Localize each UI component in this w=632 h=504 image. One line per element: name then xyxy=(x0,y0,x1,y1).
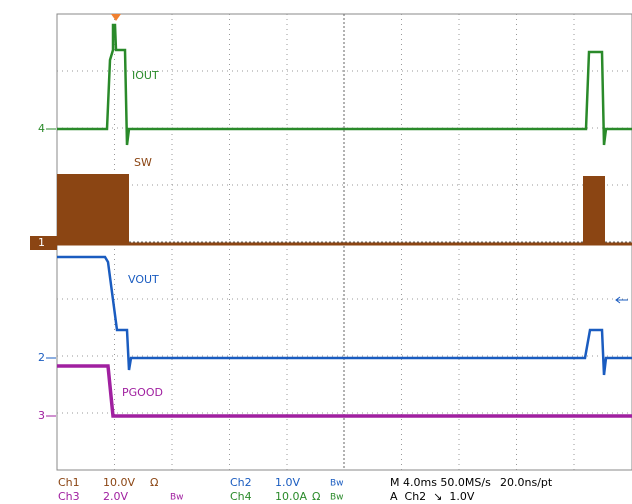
readout-text: A Ch2 ↘ 1.0V xyxy=(390,490,475,503)
readout-text: 10.0A xyxy=(275,490,307,503)
readout-text: Bw xyxy=(170,493,184,503)
readout-text: Bw xyxy=(330,479,344,489)
readout-text: Ch4 xyxy=(230,490,252,503)
readout-text: Ch2 xyxy=(230,476,252,489)
trace-label: PGOOD xyxy=(122,386,163,399)
readout-text: 2.0V xyxy=(103,490,128,503)
readout-text: 1.0V xyxy=(275,476,300,489)
ch-marker-box xyxy=(30,236,57,250)
readout: Ch1 10.0V Ω Ch2 1.0V Bw M 4.0ms 50.0MS/s… xyxy=(58,476,553,503)
trace-label: SW xyxy=(134,156,152,169)
iout-trace xyxy=(57,23,632,146)
readout-text: Ω xyxy=(312,490,320,503)
sw-burst xyxy=(57,174,129,243)
readout-text: M 4.0ms 50.0MS/s xyxy=(390,476,491,489)
ch-marker: 3 xyxy=(38,409,45,422)
readout-text: Ch3 xyxy=(58,490,80,503)
pgood-trace xyxy=(57,364,632,418)
offset-arrow xyxy=(615,296,628,304)
ch-marker: 1 xyxy=(38,236,45,249)
trace-label: IOUT xyxy=(132,69,159,82)
readout-text: Bw xyxy=(330,493,344,503)
trigger-marker xyxy=(111,14,121,21)
sw-burst xyxy=(583,176,605,243)
readout-text: Ch1 xyxy=(58,476,80,489)
readout-text: 20.0ns/pt xyxy=(500,476,553,489)
vout-trace xyxy=(57,255,632,376)
ch-marker: 2 xyxy=(38,351,45,364)
readout-text: 10.0V xyxy=(103,476,135,489)
readout-text: Ω xyxy=(150,476,158,489)
trace-label: VOUT xyxy=(128,273,159,286)
ch-marker: 4 xyxy=(38,122,45,135)
